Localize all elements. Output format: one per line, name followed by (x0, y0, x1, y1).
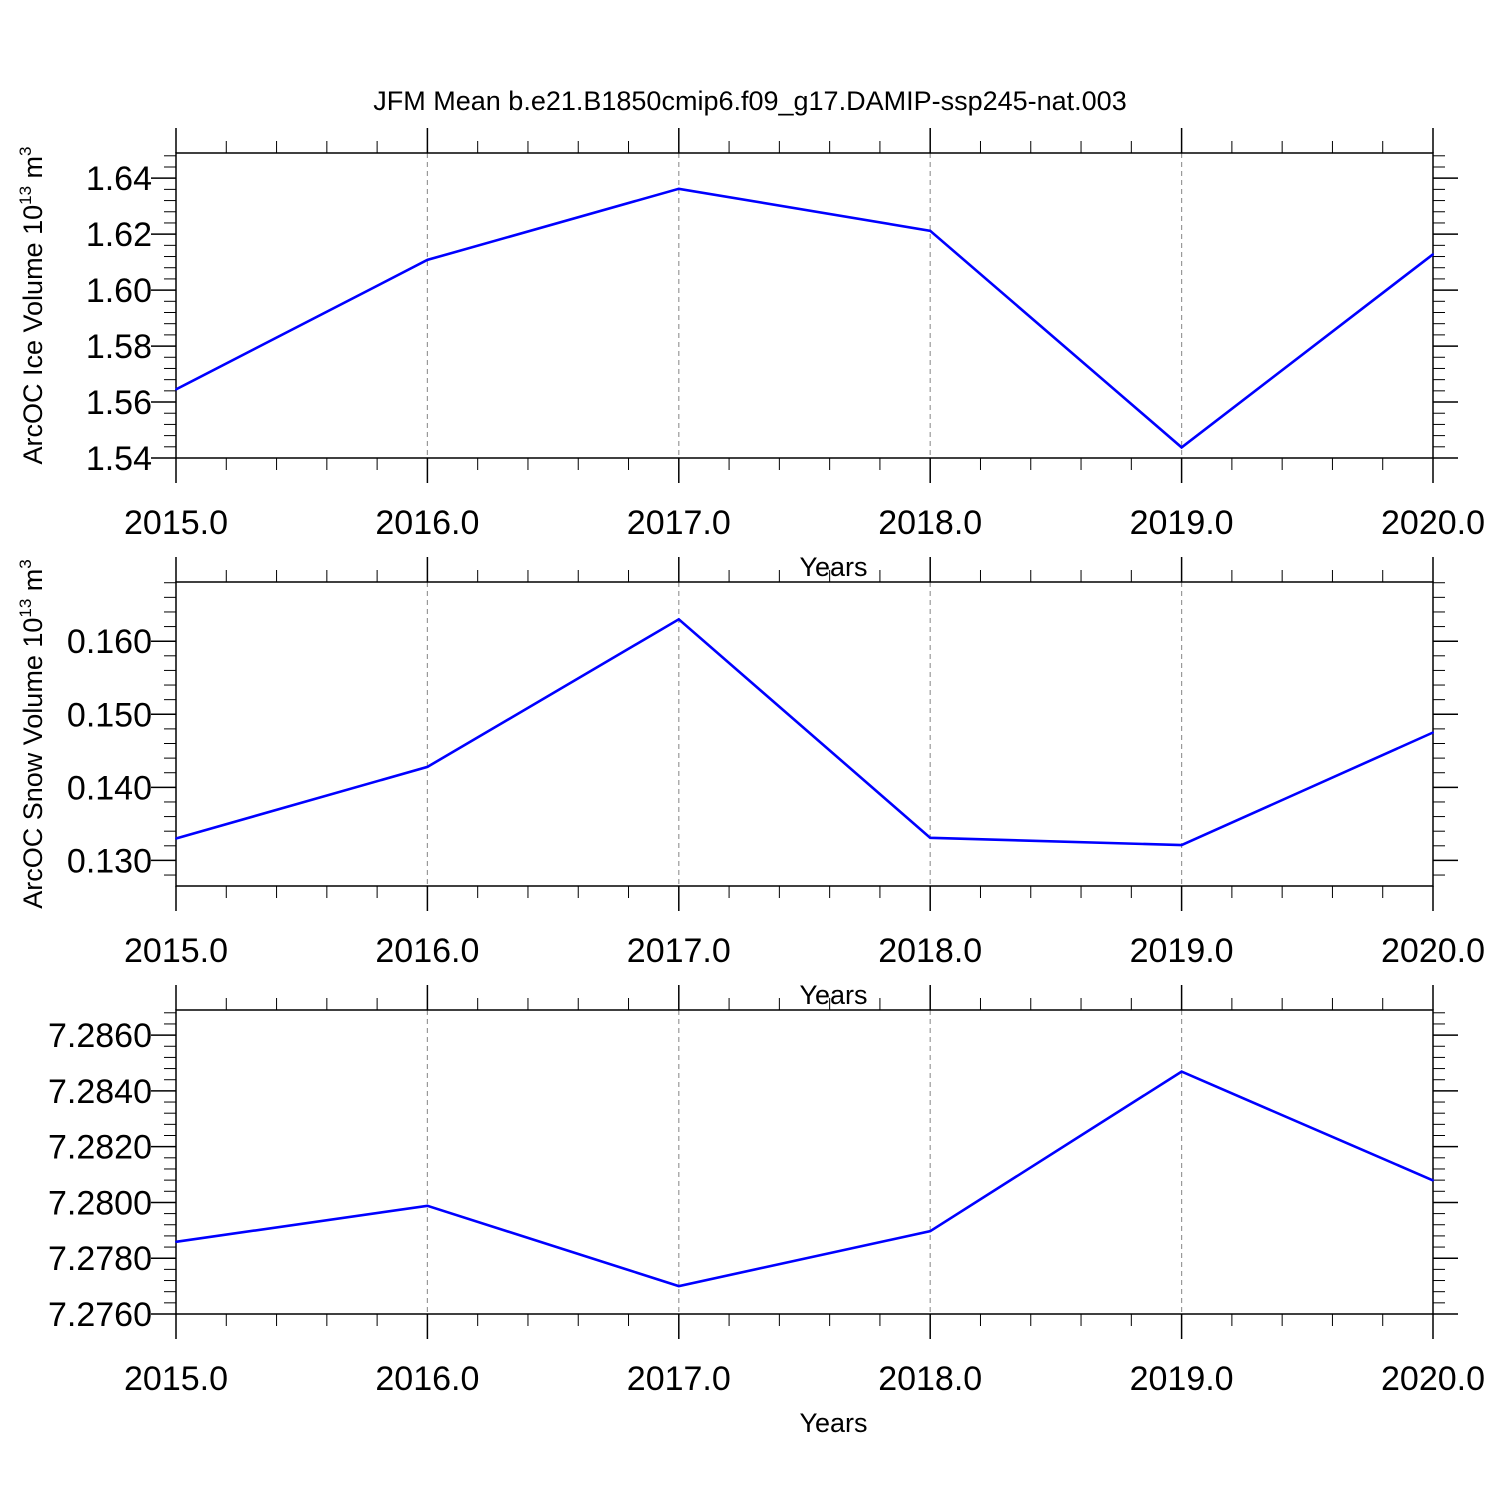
y-tick-label: 7.2860 (48, 1017, 152, 1055)
x-tick-label: 2020.0 (1381, 504, 1485, 542)
data-point (1180, 446, 1183, 449)
panel-1: 2015.0 2016.0 2017.0 2018.0 2019.0 2020.0 1.54… (16, 128, 1485, 582)
x-tick-label: 2018.0 (878, 932, 982, 970)
data-point (175, 388, 177, 391)
y-tick-label: 7.2780 (48, 1240, 152, 1278)
x-tick-label: 2015.0 (124, 504, 228, 542)
plot-frame (175, 152, 1434, 459)
data-point (426, 765, 429, 768)
panels: 2015.0 2016.0 2017.0 2018.0 2019.0 2020.0 1.54… (16, 128, 1485, 1438)
chart-title: JFM Mean b.e21.B1850cmip6.f09_g17.DAMIP-… (373, 86, 1126, 116)
y-tick-label: 7.2820 (48, 1129, 152, 1167)
data-point (677, 187, 680, 190)
y-tick-label: 0.150 (67, 696, 152, 734)
x-axis-label: Years (799, 980, 867, 1010)
x-axis-label: Years (799, 552, 867, 582)
y-axis-label: ArcOC Ice Volume 1013 m3 (16, 146, 48, 464)
x-tick-label: 2019.0 (1130, 504, 1234, 542)
data-point (929, 1230, 932, 1233)
x-tick-label: 2017.0 (627, 932, 731, 970)
data-point (677, 618, 680, 621)
data-point (1432, 1179, 1434, 1182)
y-tick-label: 0.130 (67, 842, 152, 880)
y-tick-label: 1.56 (86, 384, 152, 422)
panel-2: 2015.0 2016.0 2017.0 2018.0 2019.0 2020.0 0.13… (16, 557, 1485, 1010)
data-point (929, 836, 932, 839)
y-tick-label: 7.2760 (48, 1296, 152, 1334)
plot-frame (175, 1009, 1434, 1315)
data-point (1180, 844, 1183, 847)
y-tick-label: 1.62 (86, 216, 152, 254)
x-tick-label: 2016.0 (375, 504, 479, 542)
x-tick-label: 2015.0 (124, 1360, 228, 1398)
x-tick-label: 2017.0 (627, 504, 731, 542)
x-tick-label: 2020.0 (1381, 1360, 1485, 1398)
data-point (929, 229, 932, 232)
series-line (175, 617, 1434, 847)
x-axis-label: Years (799, 1408, 867, 1438)
x-tick-label: 2018.0 (878, 1360, 982, 1398)
plot-frame (175, 581, 1434, 887)
data-point (175, 1240, 177, 1243)
y-tick-label: 1.58 (86, 328, 152, 366)
y-tick-label: 1.60 (86, 272, 152, 310)
x-tick-label: 2016.0 (375, 932, 479, 970)
series-line (175, 1070, 1434, 1288)
x-tick-label: 2020.0 (1381, 932, 1485, 970)
y-tick-label: 0.160 (67, 623, 152, 661)
data-point (1180, 1070, 1183, 1073)
data-point (426, 1204, 429, 1207)
data-point (1432, 731, 1434, 734)
data-point (175, 837, 177, 840)
y-tick-label: 1.64 (86, 160, 152, 198)
x-tick-label: 2018.0 (878, 504, 982, 542)
x-tick-label: 2016.0 (375, 1360, 479, 1398)
y-tick-label: 0.140 (67, 769, 152, 807)
data-point (1432, 253, 1434, 256)
series-line (175, 187, 1434, 450)
panel-3: 2015.0 2016.0 2017.0 2018.0 2019.0 2020.0 7.27… (48, 985, 1485, 1438)
y-tick-label: 7.2800 (48, 1184, 152, 1222)
x-tick-label: 2019.0 (1130, 932, 1234, 970)
y-axis-label: ArcOC Snow Volume 1013 m3 (16, 559, 48, 909)
x-tick-label: 2017.0 (627, 1360, 731, 1398)
x-tick-label: 2015.0 (124, 932, 228, 970)
y-tick-label: 7.2840 (48, 1073, 152, 1111)
x-tick-label: 2019.0 (1130, 1360, 1234, 1398)
y-tick-label: 1.54 (86, 440, 152, 478)
data-point (426, 258, 429, 261)
data-point (677, 1285, 680, 1288)
